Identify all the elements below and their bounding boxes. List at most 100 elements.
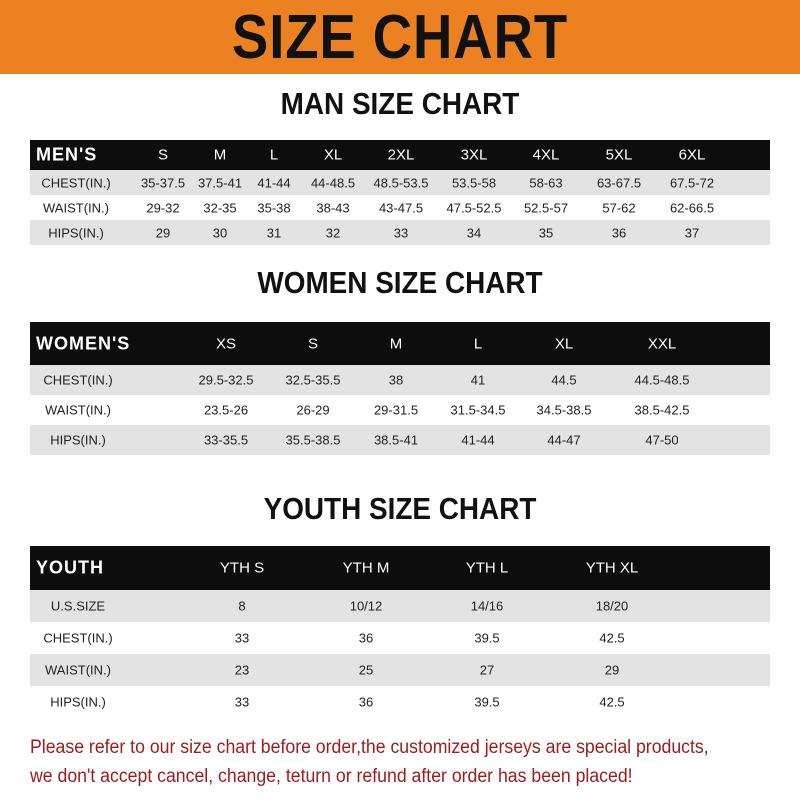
table-cell: 34.5-38.5: [536, 402, 592, 418]
table-cell: 38.5-42.5: [634, 402, 690, 418]
table-cell: 33-35.5: [203, 432, 249, 448]
table-row: HIPS(IN.) 29 30 31 32 33 34 35 36 37: [30, 220, 770, 245]
table-cell: 47-50: [645, 432, 679, 448]
size-header-cell: 4XL: [532, 146, 560, 164]
table-cell: 37.5-41: [197, 175, 243, 190]
table-cell: 35-37.5: [140, 175, 186, 190]
table-cell: 39.5: [474, 694, 500, 710]
table-cell: 37: [684, 225, 700, 240]
table-cell: 33: [393, 225, 409, 240]
size-header-cell: L: [473, 335, 483, 352]
table-cell: 38: [388, 372, 404, 388]
table-cell: 41: [470, 372, 486, 388]
size-header-cell: 2XL: [387, 146, 415, 164]
table-cell: 30: [212, 225, 228, 240]
table-cell: 38.5-41: [373, 432, 419, 448]
table-category-label: MEN'S: [36, 144, 98, 165]
size-header-cell: XS: [215, 335, 237, 352]
table-cell: 36: [611, 225, 627, 240]
disclaimer-line-2: we don't accept cancel, change, teturn o…: [30, 766, 633, 787]
table-cell: 29: [155, 225, 171, 240]
table-cell: 39.5: [474, 630, 500, 646]
table-cell: 10/12: [349, 598, 383, 614]
table-row: HIPS(IN.) 33 36 39.5 42.5: [30, 686, 770, 718]
table-cell: 29.5-32.5: [198, 372, 254, 388]
measurement-label: HIPS(IN.): [50, 694, 106, 710]
table-cell: 29-31.5: [373, 402, 419, 418]
youth-section-title: YOUTH SIZE CHART: [263, 491, 537, 526]
table-cell: 44.5: [551, 372, 577, 388]
table-cell: 29-32: [146, 200, 180, 215]
table-cell: 32-35: [203, 200, 237, 215]
table-cell: 44-47: [547, 432, 581, 448]
disclaimer-line-1: Please refer to our size chart before or…: [30, 737, 709, 758]
table-cell: 41-44: [461, 432, 495, 448]
table-cell: 8: [238, 598, 246, 614]
size-header-cell: S: [307, 335, 319, 352]
table-row: WAIST(IN.) 23 25 27 29: [30, 654, 770, 686]
table-header-row: WOMEN'S XS S M L XL XXL: [30, 322, 770, 365]
measurement-label: WAIST(IN.): [45, 662, 111, 678]
size-header-cell: L: [269, 146, 279, 164]
women-section-title: WOMEN SIZE CHART: [257, 265, 543, 300]
table-row: CHEST(IN.) 29.5-32.5 32.5-35.5 38 41 44.5 44.5…: [30, 365, 770, 395]
measurement-label: CHEST(IN.): [41, 175, 111, 190]
table-cell: 63-67.5: [596, 175, 642, 190]
table-row: CHEST(IN.) 35-37.5 37.5-41 41-44 44-48.5 48.5…: [30, 170, 770, 195]
measurement-label: WAIST(IN.): [43, 200, 109, 215]
table-cell: 23.5-26: [203, 402, 249, 418]
size-header-cell: YTH S: [219, 559, 265, 577]
table-cell: 47.5-52.5: [446, 200, 502, 215]
men-section-title: MAN SIZE CHART: [280, 86, 520, 121]
size-header-cell: YTH XL: [585, 559, 639, 577]
table-cell: 31: [266, 225, 282, 240]
size-header-cell: 6XL: [678, 146, 706, 164]
table-cell: 33: [234, 630, 250, 646]
table-header-row: YOUTH YTH S YTH M YTH L YTH XL: [30, 546, 770, 590]
table-cell: 34: [466, 225, 482, 240]
table-cell: 33: [234, 694, 250, 710]
table-cell: 43-47.5: [378, 200, 424, 215]
table-cell: 35: [538, 225, 554, 240]
size-header-cell: XXL: [647, 335, 677, 352]
size-header-cell: M: [389, 335, 403, 352]
size-header-cell: 3XL: [460, 146, 488, 164]
table-row: CHEST(IN.) 33 36 39.5 42.5: [30, 622, 770, 654]
table-cell: 35-38: [257, 200, 291, 215]
size-header-cell: 5XL: [605, 146, 633, 164]
table-cell: 58-63: [529, 175, 563, 190]
measurement-label: CHEST(IN.): [43, 372, 113, 388]
size-header-cell: YTH M: [342, 559, 390, 577]
disclaimer-note: Please refer to our size chart before or…: [30, 733, 737, 791]
banner-title: SIZE CHART: [231, 2, 569, 72]
measurement-label: HIPS(IN.): [48, 225, 104, 240]
table-cell: 27: [479, 662, 495, 678]
size-header-cell: XL: [323, 146, 343, 164]
table-cell: 38-43: [316, 200, 350, 215]
table-cell: 32.5-35.5: [285, 372, 341, 388]
table-cell: 42.5: [599, 694, 625, 710]
table-row: U.S.SIZE 8 10/12 14/16 18/20: [30, 590, 770, 622]
table-cell: 35.5-38.5: [285, 432, 341, 448]
table-cell: 48.5-53.5: [373, 175, 429, 190]
table-header-row: MEN'S S M L XL 2XL 3XL 4XL 5XL 6XL: [30, 140, 770, 170]
table-cell: 67.5-72: [669, 175, 715, 190]
table-cell: 57-62: [602, 200, 636, 215]
size-header-cell: M: [213, 146, 227, 164]
table-cell: 44.5-48.5: [634, 372, 690, 388]
table-cell: 25: [358, 662, 374, 678]
table-cell: 53.5-58: [451, 175, 497, 190]
table-row: WAIST(IN.) 29-32 32-35 35-38 38-43 43-47.5 47.…: [30, 195, 770, 220]
size-header-cell: S: [157, 146, 169, 164]
table-cell: 41-44: [257, 175, 291, 190]
table-cell: 42.5: [599, 630, 625, 646]
table-category-label: WOMEN'S: [36, 333, 131, 353]
measurement-label: WAIST(IN.): [45, 402, 111, 418]
table-cell: 36: [358, 630, 374, 646]
table-cell: 62-66.5: [669, 200, 715, 215]
size-header-cell: XL: [554, 335, 574, 352]
table-cell: 31.5-34.5: [450, 402, 506, 418]
table-cell: 29: [604, 662, 620, 678]
banner: SIZE CHART: [0, 0, 800, 74]
measurement-label: CHEST(IN.): [43, 630, 113, 646]
